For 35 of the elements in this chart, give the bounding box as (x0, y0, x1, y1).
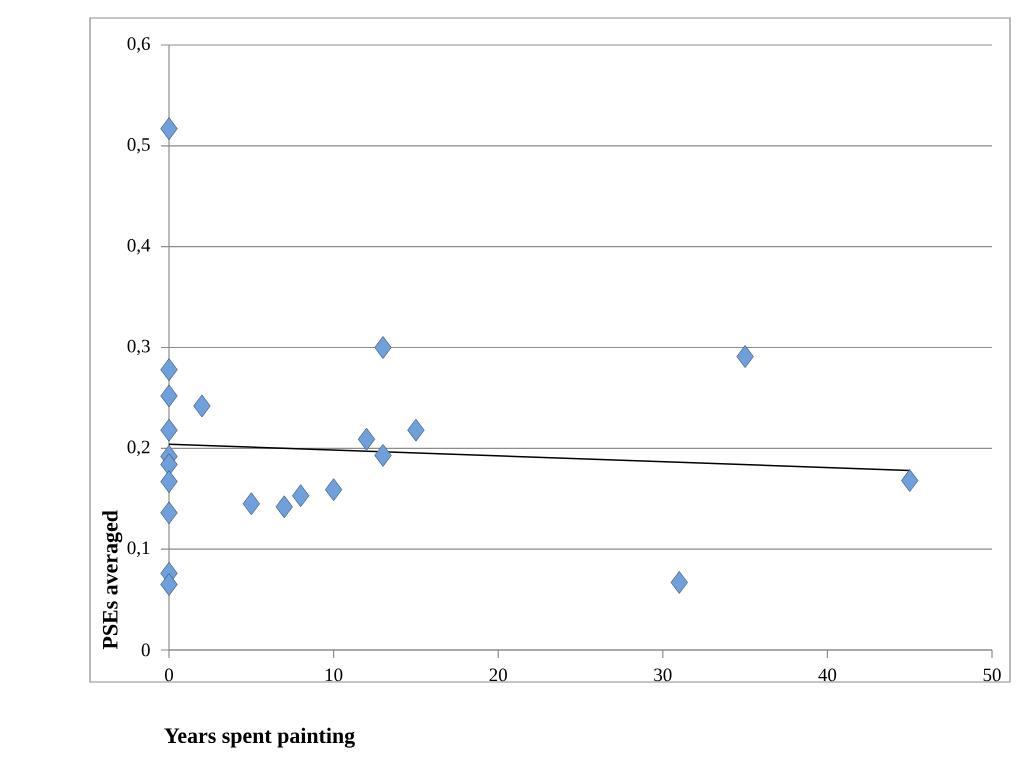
point (407, 418, 425, 442)
point (901, 469, 919, 492)
y-axis-title: PSEs averaged (102, 510, 123, 650)
point (275, 495, 293, 519)
point (160, 117, 178, 141)
point (324, 478, 343, 502)
x-tick-label: 40 (818, 668, 837, 682)
x-tick-label: 10 (325, 668, 343, 682)
point (374, 443, 392, 467)
point (292, 484, 310, 508)
y-tick-label: 0,4 (127, 238, 151, 255)
point (160, 384, 178, 408)
point (160, 418, 178, 442)
y-tick-label: 0,1 (127, 541, 150, 557)
point (160, 453, 178, 476)
y-tick-label: 0,2 (127, 440, 150, 457)
x-axis-title: Years spent painting (164, 727, 355, 748)
x-tick-label: 30 (654, 668, 672, 682)
y-tick-label: 0 (141, 643, 150, 657)
point (374, 336, 392, 359)
point (160, 358, 178, 382)
y-tick-label: 0,6 (127, 37, 150, 53)
point (736, 345, 754, 368)
point (242, 492, 260, 516)
point (160, 470, 178, 493)
y-tick-label: 0,3 (127, 339, 150, 356)
x-tick-label: 50 (983, 668, 1001, 682)
point (160, 573, 178, 596)
point (357, 427, 376, 451)
point (670, 571, 688, 594)
point (193, 394, 211, 418)
x-tick-label: 20 (489, 668, 507, 682)
y-tick-label: 0,5 (127, 138, 150, 154)
x-tick-label: 0 (165, 668, 174, 682)
point (160, 501, 178, 525)
